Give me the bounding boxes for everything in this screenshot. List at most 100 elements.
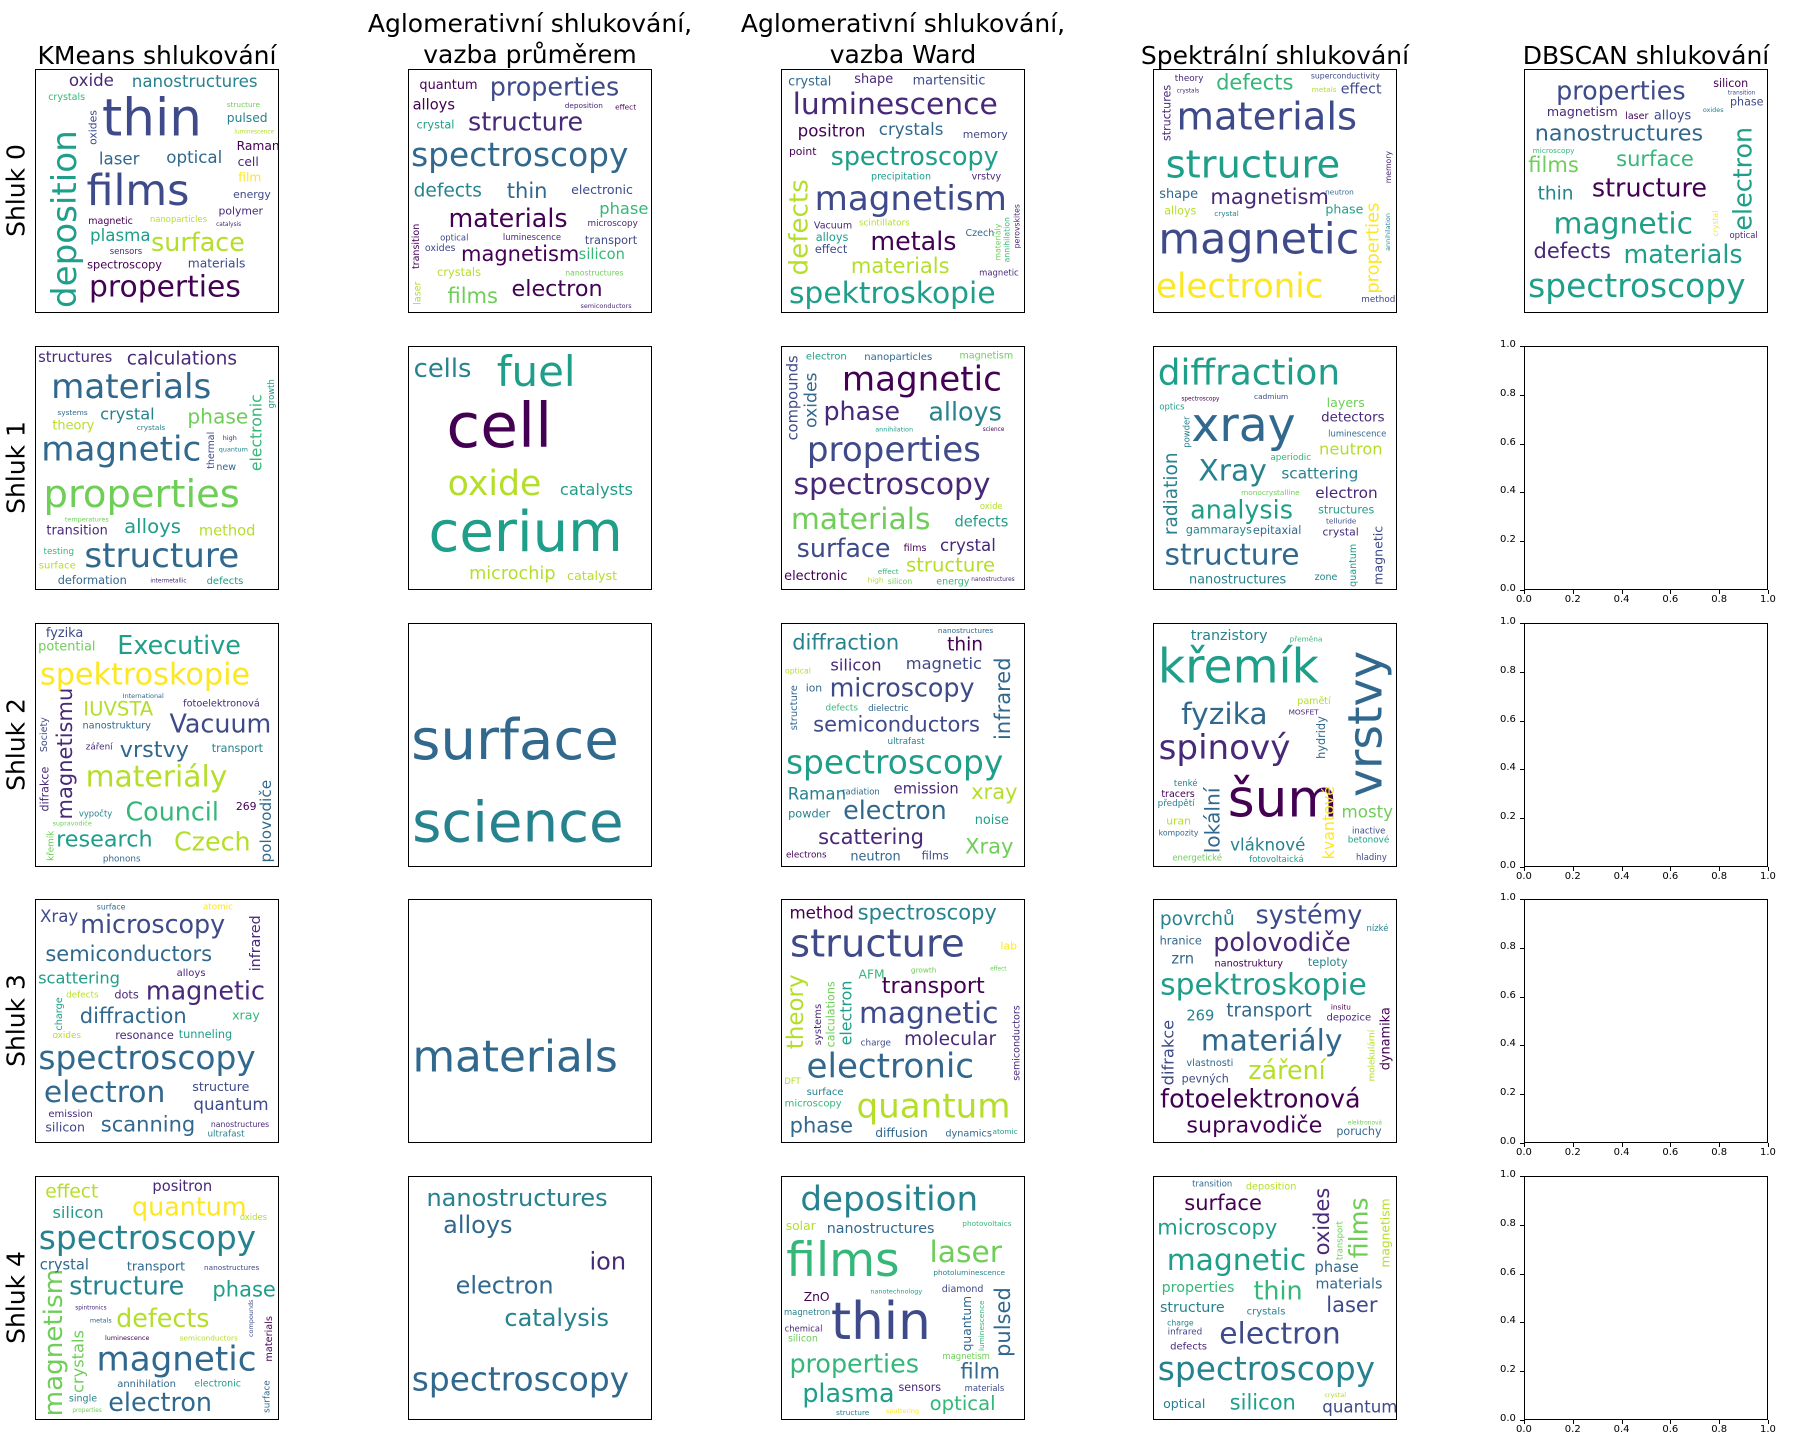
word-12: neutron bbox=[1319, 439, 1383, 458]
word-28: crystal bbox=[1324, 1391, 1346, 1399]
word-2: fuel bbox=[497, 347, 576, 396]
word-0: spectroscopy bbox=[411, 136, 628, 174]
word-0: spectroscopy bbox=[1158, 1350, 1375, 1388]
word-19: quantum bbox=[1348, 544, 1359, 587]
y-tick-label: 0.4 bbox=[1500, 1038, 1516, 1050]
word-10: sensors bbox=[899, 1381, 942, 1394]
word-14: structure bbox=[789, 685, 800, 730]
x-tick-label: 0.8 bbox=[1711, 1424, 1728, 1435]
word-5: films bbox=[447, 283, 498, 308]
x-tick-label: 0.4 bbox=[1613, 1424, 1630, 1435]
word-7: calculations bbox=[127, 349, 237, 370]
word-18: surface bbox=[39, 561, 76, 572]
y-tick-mark bbox=[1520, 996, 1524, 998]
word-9: transport bbox=[127, 1259, 185, 1274]
wordcloud-panel-r4-c2: thin films deposition laser plasma properties… bbox=[781, 1176, 1025, 1420]
x-tick-label: 0.2 bbox=[1564, 871, 1581, 882]
y-tick-label: 0.8 bbox=[1500, 664, 1516, 676]
word-5: systémy bbox=[1256, 900, 1363, 930]
word-9: polovodiče bbox=[257, 780, 275, 863]
word-21: structure bbox=[836, 1408, 870, 1417]
word-6: catalysts bbox=[560, 480, 633, 499]
word-10: plasma bbox=[90, 226, 151, 245]
word-20: powder bbox=[788, 808, 830, 821]
x-tick-label: 0.6 bbox=[1662, 594, 1679, 605]
word-5: laser bbox=[99, 150, 140, 169]
y-tick-label: 0.6 bbox=[1500, 713, 1516, 725]
word-1: materiály bbox=[86, 759, 228, 794]
word-11: martensitic bbox=[913, 73, 986, 88]
word-19: potential bbox=[38, 640, 95, 655]
word-5: semiconductors bbox=[813, 711, 980, 736]
x-tick-mark bbox=[1524, 1420, 1525, 1424]
word-27: transport bbox=[1335, 1220, 1345, 1260]
column-title-0: KMeans shlukování bbox=[37, 41, 277, 70]
word-3: spectroscopy bbox=[794, 467, 991, 502]
y-tick-label: 0.6 bbox=[1500, 436, 1516, 448]
word-19: structure bbox=[227, 100, 261, 109]
word-24: 269 bbox=[1186, 1008, 1214, 1025]
word-18: crystal bbox=[1323, 526, 1359, 539]
word-19: oxides bbox=[425, 243, 456, 254]
word-14: polymer bbox=[218, 205, 263, 218]
word-5: scattering bbox=[1281, 464, 1358, 482]
x-tick-label: 0.2 bbox=[1564, 594, 1581, 605]
y-tick-label: 0.0 bbox=[1500, 1136, 1516, 1147]
word-22: noise bbox=[975, 813, 1009, 828]
word-30: 269 bbox=[236, 800, 257, 813]
word-20: semiconductors bbox=[1011, 1005, 1022, 1081]
word-7: annihilation bbox=[1003, 217, 1012, 262]
word-7: infrared bbox=[248, 915, 264, 971]
word-21: point bbox=[789, 145, 817, 158]
word-23: optical bbox=[785, 666, 811, 675]
word-20: electronic bbox=[194, 1379, 241, 1390]
word-7: oxides bbox=[802, 372, 822, 428]
word-4: phase bbox=[187, 405, 248, 429]
word-1: materials bbox=[51, 367, 211, 407]
word-3: materials bbox=[1177, 94, 1358, 139]
word-9: alloys bbox=[1164, 205, 1196, 218]
word-20: crystals bbox=[48, 92, 85, 103]
column-title-1: Aglomerativní shlukování, vazba průměrem bbox=[367, 9, 693, 69]
empty-axes-r3 bbox=[1524, 899, 1768, 1143]
column-title-2: Aglomerativní shlukování, vazba Ward bbox=[740, 9, 1066, 69]
word-7: effect bbox=[45, 1182, 98, 1203]
word-3: electron bbox=[843, 795, 947, 825]
empty-axes-r4 bbox=[1524, 1176, 1768, 1420]
x-tick-mark bbox=[1719, 1420, 1721, 1424]
word-0: spektroskopie bbox=[1160, 968, 1367, 1003]
word-2: spektroskopie bbox=[789, 276, 996, 311]
word-24: defects bbox=[826, 703, 859, 713]
y-tick-mark bbox=[1520, 590, 1524, 591]
word-20: molekulární bbox=[1367, 1029, 1377, 1081]
y-tick-mark bbox=[1520, 541, 1524, 543]
y-tick-mark bbox=[1520, 1094, 1524, 1096]
word-1: films bbox=[86, 166, 189, 216]
word-12: film bbox=[238, 171, 261, 185]
word-9: optical bbox=[166, 148, 222, 167]
word-6: structure bbox=[906, 553, 995, 576]
word-13: mosty bbox=[1342, 802, 1394, 821]
word-2: fotoelektronová bbox=[1160, 1084, 1360, 1114]
y-tick-mark bbox=[1520, 492, 1524, 494]
word-18: zrn bbox=[1171, 951, 1194, 968]
x-tick-label: 0.0 bbox=[1516, 1147, 1532, 1158]
x-tick-label: 0.2 bbox=[1564, 1424, 1581, 1435]
x-tick-mark bbox=[1768, 1420, 1769, 1424]
word-9: structure bbox=[192, 1079, 249, 1094]
word-27: nanostructures bbox=[938, 626, 994, 635]
y-tick-label: 0.2 bbox=[1500, 811, 1516, 823]
word-7: electron bbox=[1315, 484, 1377, 502]
word-0: spectroscopy bbox=[786, 743, 1003, 781]
x-tick-mark bbox=[1572, 590, 1574, 594]
word-11: vlastnosti bbox=[1186, 1058, 1233, 1069]
wordcloud-panel-r3-c2: structure electronic electron quantum magnet… bbox=[781, 899, 1025, 1143]
row-label-4: Shluk 4 bbox=[1, 1251, 31, 1344]
word-25: radiation bbox=[842, 786, 880, 796]
word-3: analysis bbox=[1190, 494, 1293, 524]
x-tick-label: 0.0 bbox=[1516, 1424, 1532, 1435]
word-26: Vacuum bbox=[814, 220, 852, 231]
word-20: photovoltaics bbox=[962, 1219, 1011, 1228]
word-19: alloys bbox=[816, 231, 849, 244]
